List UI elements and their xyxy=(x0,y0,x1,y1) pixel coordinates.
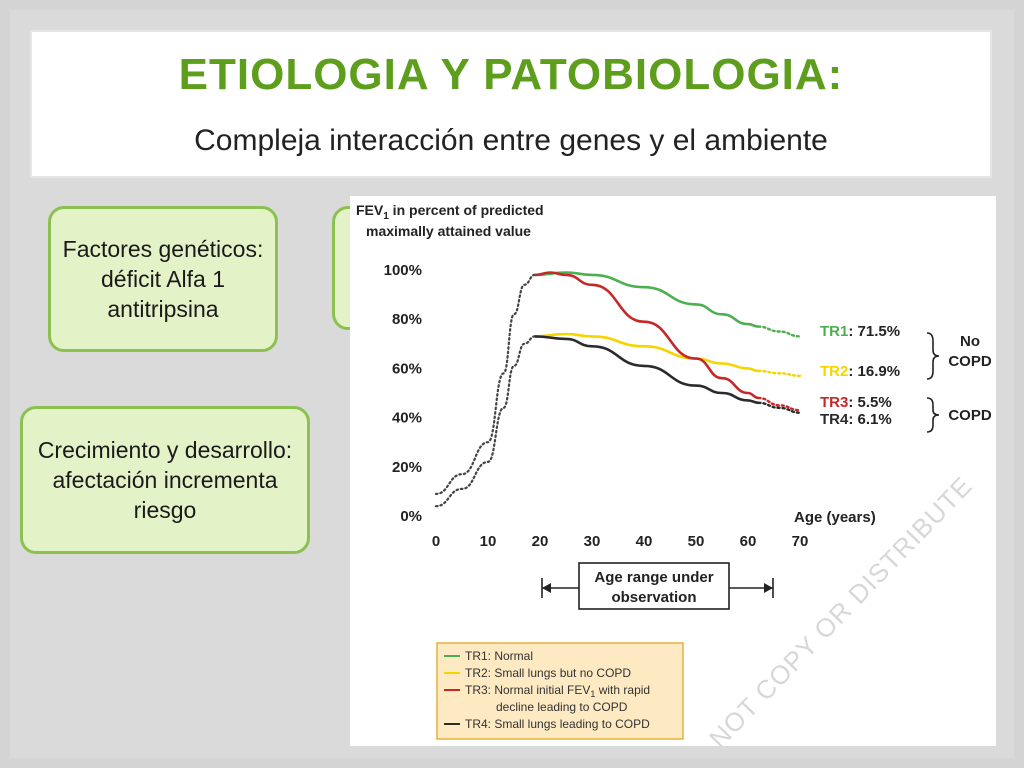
series-value: 5.5% xyxy=(853,394,891,411)
series-label-tr4: TR4: 6.1% xyxy=(820,411,892,428)
y-axis-label-rest: in percent of predicted xyxy=(389,202,544,218)
x-tick-label: 10 xyxy=(480,533,497,550)
legend-label-continuation: decline leading to COPD xyxy=(496,700,628,714)
y-tick-label: 20% xyxy=(392,459,422,476)
brace-copd xyxy=(926,397,940,433)
legend-label: TR2: Small lungs but no COPD xyxy=(465,666,631,680)
series-tr2-tail-dotted xyxy=(757,369,802,377)
age-range-label-line1: Age range under xyxy=(594,569,713,586)
series-tr2-line xyxy=(534,332,759,373)
series-value: 6.1% xyxy=(853,411,891,428)
series-name: TR2 xyxy=(820,363,848,380)
x-tick-label: 70 xyxy=(792,533,809,550)
fev1-chart: FEV1 in percent of predicted maximally a… xyxy=(356,202,992,746)
series-tr4-tail-dotted xyxy=(757,401,802,414)
series-colon: : xyxy=(848,394,853,411)
group-label-copd-1: COPD xyxy=(948,353,992,370)
series-tr1-line xyxy=(534,271,759,328)
slide-title: ETIOLOGIA Y PATOBIOLOGIA: xyxy=(178,50,844,99)
series-colon: : xyxy=(848,323,853,340)
series-tr3-line xyxy=(534,271,759,400)
note-growth-development-text: Crecimiento y desarrollo: afectación inc… xyxy=(37,437,293,523)
series-colon: : xyxy=(848,411,853,428)
age-range-arrow-left xyxy=(542,583,551,593)
series-value: 71.5% xyxy=(853,323,900,340)
note-growth-development: Crecimiento y desarrollo: afectación inc… xyxy=(20,406,310,554)
x-tick-label: 40 xyxy=(636,533,653,550)
x-axis-label: Age (years) xyxy=(794,509,876,526)
legend-label: TR1: Normal xyxy=(465,649,533,663)
legend-label-part: TR3: Normal initial FEV xyxy=(465,683,590,697)
series-tr1-early-dotted xyxy=(434,273,536,495)
series-tr4-early-dotted xyxy=(434,335,536,508)
legend-label-sub: 1 xyxy=(590,689,595,699)
y-axis-label-line1: FEV1 in percent of predicted xyxy=(356,202,544,222)
legend-label-part: with rapid xyxy=(595,683,650,697)
series-tr1-tail-dotted xyxy=(757,325,802,338)
y-axis-label-fev: FEV xyxy=(356,202,384,218)
title-box: ETIOLOGIA Y PATOBIOLOGIA: Compleja inter… xyxy=(30,30,992,178)
series-tr4-line xyxy=(534,335,759,405)
age-range-label-line2: observation xyxy=(611,589,696,606)
age-range-box xyxy=(578,562,730,610)
series-label-tr2: TR2: 16.9% xyxy=(820,363,900,380)
series-colon: : xyxy=(848,363,853,380)
legend-label: TR3: Normal initial FEV1 with rapid xyxy=(465,683,650,699)
series-label-tr3: TR3: 5.5% xyxy=(820,394,892,411)
series-label-tr1: TR1: 71.5% xyxy=(820,323,900,340)
x-tick-label: 30 xyxy=(584,533,601,550)
fev1-figure: FEV1 in percent of predicted maximally a… xyxy=(350,196,996,746)
x-tick-label: 60 xyxy=(740,533,757,550)
age-range-arrow-right xyxy=(764,583,773,593)
x-tick-label: 50 xyxy=(688,533,705,550)
legend-box xyxy=(436,642,684,740)
y-tick-label: 40% xyxy=(392,410,422,427)
series-name: TR4 xyxy=(820,411,849,428)
note-genetic-factors-text: Factores genéticos: déficit Alfa 1 antit… xyxy=(62,236,264,322)
group-label-no: No xyxy=(960,333,980,350)
slide-subtitle: Compleja interacción entre genes y el am… xyxy=(194,124,828,157)
legend-label: TR4: Small lungs leading to COPD xyxy=(465,717,650,731)
y-tick-label: 100% xyxy=(384,262,422,279)
y-tick-label: 0% xyxy=(400,508,422,525)
series-name: TR1 xyxy=(820,323,848,340)
y-axis-label-line2: maximally attained value xyxy=(366,223,531,239)
group-label-copd-2: COPD xyxy=(948,407,992,424)
y-tick-label: 80% xyxy=(392,311,422,328)
series-tr3-tail-dotted xyxy=(757,396,802,412)
y-tick-label: 60% xyxy=(392,360,422,377)
x-tick-label: 0 xyxy=(432,533,440,550)
series-value: 16.9% xyxy=(853,363,900,380)
brace-no-copd xyxy=(926,332,940,380)
note-genetic-factors: Factores genéticos: déficit Alfa 1 antit… xyxy=(48,206,278,352)
y-axis-label-sub: 1 xyxy=(383,211,389,222)
x-tick-label: 20 xyxy=(532,533,549,550)
series-name: TR3 xyxy=(820,394,848,411)
